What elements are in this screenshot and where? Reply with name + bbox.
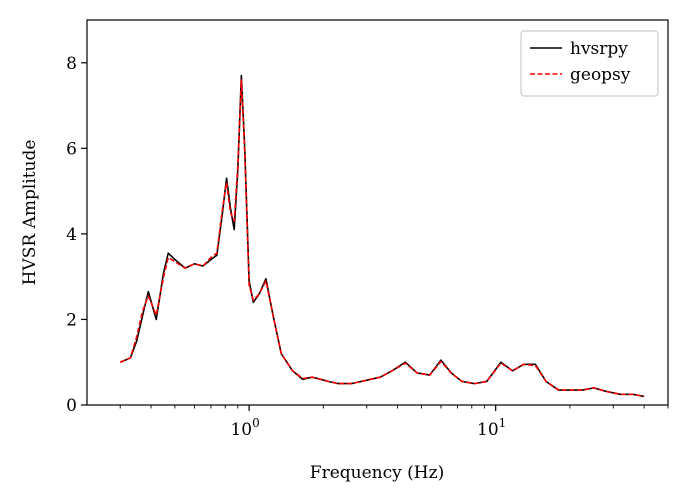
x-tick-label: 100: [230, 416, 259, 440]
legend-label-geopsy: geopsy: [570, 65, 631, 85]
series-line-geopsy: [119, 79, 645, 398]
legend: hvsrpy geopsy: [520, 30, 659, 97]
x-axis-label: Frequency (Hz): [310, 463, 444, 483]
y-tick-label: 2: [66, 310, 77, 330]
y-axis-label: HVSR Amplitude: [20, 140, 40, 286]
y-tick-label: 8: [66, 54, 77, 74]
plot-frame: [86, 19, 669, 406]
series-layer: [119, 74, 645, 398]
y-tick-label: 0: [66, 396, 77, 416]
y-tick-label: 6: [66, 139, 77, 159]
x-tick-label: 101: [477, 416, 506, 440]
legend-label-hvsrpy: hvsrpy: [570, 39, 628, 59]
y-tick-label: 4: [66, 225, 77, 245]
